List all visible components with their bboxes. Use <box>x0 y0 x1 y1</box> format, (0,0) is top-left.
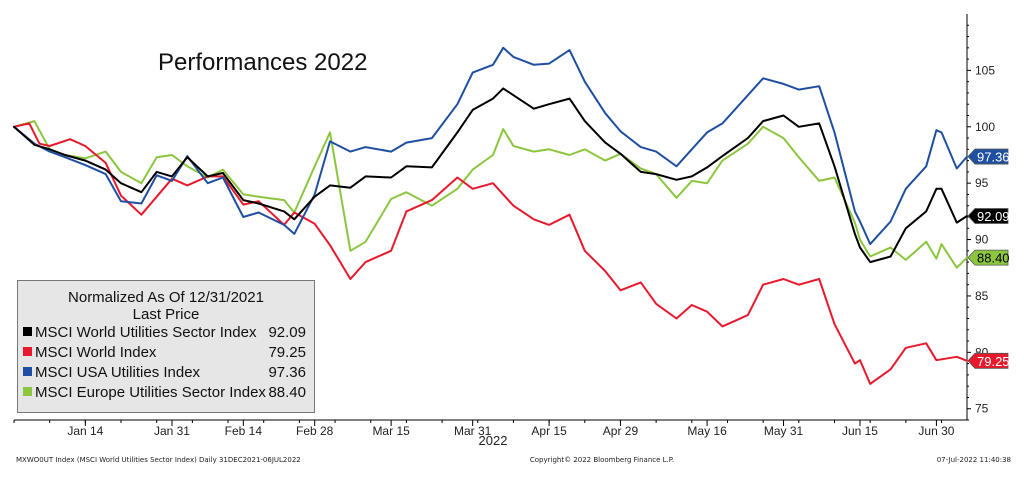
x-tick-label: Jan 14 <box>67 424 103 438</box>
legend-label: MSCI World Index <box>35 344 157 361</box>
legend-swatch <box>23 347 32 356</box>
x-tick-label: Apr 15 <box>531 424 567 438</box>
legend-value: 88.40 <box>268 384 306 401</box>
last-value-marker <box>967 249 1009 266</box>
last-value-label: 79.25 <box>977 354 1010 369</box>
last-value-marker <box>967 208 1009 224</box>
footer-timestamp: 07-Jul-2022 11:40:38 <box>937 456 1011 464</box>
x-tick-label: Feb 28 <box>296 424 334 438</box>
legend-item: MSCI World Index 79.25 <box>18 343 314 363</box>
last-value-marker <box>967 148 1009 165</box>
series-line-3 <box>13 46 968 246</box>
legend-label: MSCI Europe Utilities Sector Index <box>35 384 266 401</box>
legend-item: MSCI Europe Utilities Sector Index 88.40 <box>18 383 314 403</box>
x-tick-label: Jun 30 <box>918 424 954 438</box>
legend-swatch <box>23 367 32 376</box>
legend-label: MSCI World Utilities Sector Index <box>35 324 257 341</box>
chart-title: Performances 2022 <box>158 49 367 76</box>
x-tick-label: Feb 14 <box>225 424 263 438</box>
y-tick-label: 75 <box>975 402 989 416</box>
legend-swatch <box>23 387 32 396</box>
legend-value: 97.36 <box>268 364 306 381</box>
y-tick-label: 105 <box>975 63 995 77</box>
y-tick-label: 100 <box>975 120 995 134</box>
legend-value: 92.09 <box>268 324 306 341</box>
legend-heading: Normalized As Of 12/31/2021 <box>68 289 264 306</box>
legend-item: MSCI World Utilities Sector Index 92.09 <box>18 323 314 343</box>
x-tick-label: Jan 31 <box>154 424 190 438</box>
x-tick-label: Apr 29 <box>603 424 639 438</box>
legend-subheading: Last Price <box>132 306 200 323</box>
footer-index-info: MXWO0UT Index (MSCI World Utilities Sect… <box>16 456 301 464</box>
legend-item: MSCI USA Utilities Index 97.36 <box>18 363 314 383</box>
y-tick-label: 85 <box>975 289 989 303</box>
y-tick-label: 90 <box>975 233 989 247</box>
last-value-label: 97.36 <box>977 150 1010 165</box>
legend-items: MSCI World Utilities Sector Index 92.09 MS… <box>18 323 314 403</box>
series-line-2 <box>13 122 968 385</box>
legend-label: MSCI USA Utilities Index <box>35 364 201 381</box>
legend: Normalized As Of 12/31/2021 Last Price M… <box>17 280 315 413</box>
footer-copyright: Copyright© 2022 Bloomberg Finance L.P. <box>530 456 674 464</box>
legend-value: 79.25 <box>268 344 306 361</box>
x-axis-year-label: 2022 <box>479 433 508 448</box>
last-value-marker <box>967 352 1009 369</box>
x-tick-label: Jun 15 <box>842 424 878 438</box>
last-value-label: 92.09 <box>977 209 1010 224</box>
y-tick-label: 95 <box>975 176 989 190</box>
x-tick-label: Mar 15 <box>372 424 410 438</box>
x-tick-label: Mar 31 <box>454 424 492 438</box>
x-tick-label: May 31 <box>764 424 804 438</box>
series-line-4 <box>13 120 968 269</box>
legend-swatch <box>23 327 32 336</box>
x-tick-label: May 16 <box>687 424 727 438</box>
last-value-label: 88.40 <box>977 251 1010 266</box>
series-line-1 <box>13 87 968 264</box>
